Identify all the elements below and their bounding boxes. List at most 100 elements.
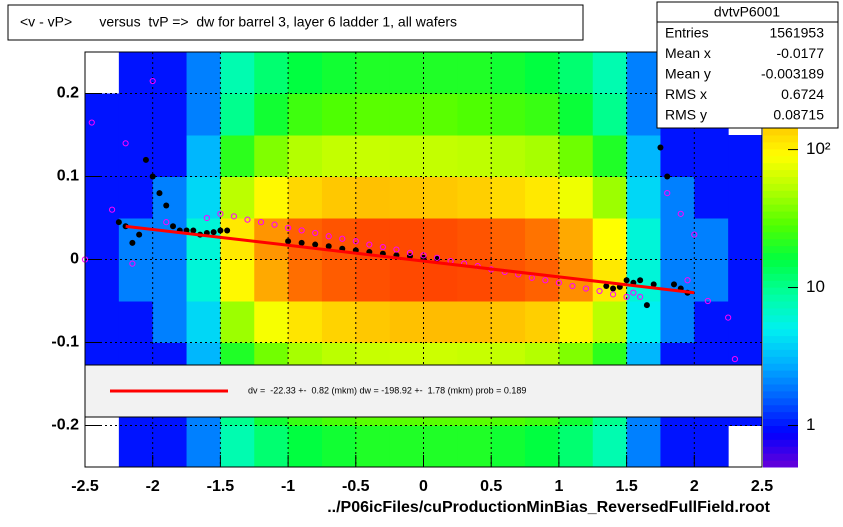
- heat-cell: [525, 301, 560, 343]
- profile-point: [136, 231, 143, 238]
- profile-circle: [298, 227, 305, 234]
- z-tick-label: 10²: [806, 139, 831, 158]
- profile-circle: [609, 291, 617, 298]
- heat-cell: [288, 425, 323, 468]
- palette-step: [763, 245, 798, 254]
- heat-cell: [558, 218, 594, 260]
- profile-point: [637, 277, 644, 284]
- heat-cell: [355, 135, 391, 177]
- x-tick-label: -0.5: [342, 478, 370, 495]
- x-tick-label: 1: [554, 478, 563, 495]
- heat-cell: [118, 93, 154, 136]
- palette-step: [763, 439, 798, 447]
- heat-cell: [389, 259, 424, 302]
- heat-cell: [728, 218, 763, 260]
- palette-step: [763, 453, 798, 461]
- heat-cell: [491, 176, 526, 219]
- palette-step: [763, 356, 798, 364]
- heat-cell: [728, 176, 763, 219]
- profile-point: [670, 281, 677, 288]
- heat-cell: [491, 93, 526, 136]
- y-tick-label: -0.1: [51, 334, 79, 351]
- profile-circle: [379, 243, 386, 251]
- profile-circle: [596, 287, 603, 295]
- profile-point: [129, 239, 136, 246]
- palette-step: [763, 418, 798, 426]
- fit-line: [125, 224, 695, 295]
- heat-cell: [152, 425, 188, 468]
- heat-cell: [558, 135, 594, 177]
- profile-circle: [704, 297, 711, 305]
- y-tick-label: 0: [70, 251, 79, 268]
- heat-cell: [626, 93, 661, 136]
- heat-cell: [389, 425, 424, 468]
- heat-cell: [152, 52, 188, 94]
- heat-cell: [389, 301, 424, 343]
- profile-circle: [542, 277, 549, 284]
- palette-step: [763, 335, 798, 343]
- stats-label: Mean y: [665, 66, 711, 82]
- heat-cell: [389, 52, 424, 94]
- heat-cell: [321, 259, 357, 302]
- palette-step: [763, 460, 798, 468]
- profile-point: [657, 144, 664, 151]
- heat-cell: [321, 52, 357, 94]
- palette-step: [763, 287, 798, 295]
- heat-cell: [355, 425, 391, 468]
- profile-circle: [630, 289, 637, 296]
- heat-cell: [525, 218, 560, 260]
- y-tick-label: 0.1: [57, 168, 79, 185]
- heat-cell: [355, 176, 391, 219]
- profile-point: [312, 241, 319, 248]
- heat-cell: [389, 176, 424, 219]
- heat-cell: [694, 259, 729, 302]
- heat-cell: [491, 259, 526, 302]
- palette-step: [763, 273, 798, 281]
- heat-cell: [423, 301, 458, 343]
- profile-circle: [725, 314, 732, 321]
- x-tick-label: 0.5: [480, 478, 502, 495]
- palette-step: [763, 301, 798, 309]
- palette-step: [763, 211, 798, 219]
- profile-point: [285, 238, 292, 245]
- profile-circle: [163, 219, 170, 226]
- heat-cell: [321, 301, 357, 343]
- heat-cell: [288, 259, 323, 302]
- profile-point: [217, 227, 224, 234]
- heat-cell: [389, 93, 424, 136]
- profile-circle: [271, 221, 278, 228]
- palette-step: [763, 370, 798, 378]
- heat-cell: [457, 301, 492, 343]
- palette-step: [763, 128, 798, 136]
- stats-label: RMS y: [665, 107, 707, 123]
- palette-step: [763, 224, 798, 233]
- heat-cell: [355, 301, 391, 343]
- heat-cell: [525, 52, 560, 94]
- heat-cell: [694, 176, 729, 219]
- heat-cell: [694, 301, 729, 343]
- heat-cell: [592, 93, 628, 136]
- palette-step: [763, 321, 798, 330]
- heat-cell: [660, 135, 695, 177]
- palette-step: [763, 390, 798, 399]
- z-tick-label: 1: [806, 415, 815, 434]
- heat-cell: [85, 259, 120, 302]
- heat-cell: [118, 176, 154, 219]
- profile-point: [664, 173, 671, 180]
- heat-cell: [186, 218, 221, 260]
- heat-cell: [457, 218, 492, 260]
- profile-circle: [325, 233, 332, 240]
- heat-cell: [254, 93, 289, 136]
- stats-value: 0.6724: [781, 86, 824, 102]
- heat-cell: [457, 176, 492, 219]
- heat-cell: [491, 135, 526, 177]
- heat-cell: [118, 425, 154, 468]
- profile-circle: [664, 190, 671, 197]
- palette-step: [763, 231, 798, 240]
- x-tick-label: 2: [690, 478, 699, 495]
- stats-value: -0.0177: [777, 45, 825, 61]
- heat-cell: [186, 301, 221, 343]
- heat-cell: [220, 176, 255, 219]
- heat-cell: [525, 93, 560, 136]
